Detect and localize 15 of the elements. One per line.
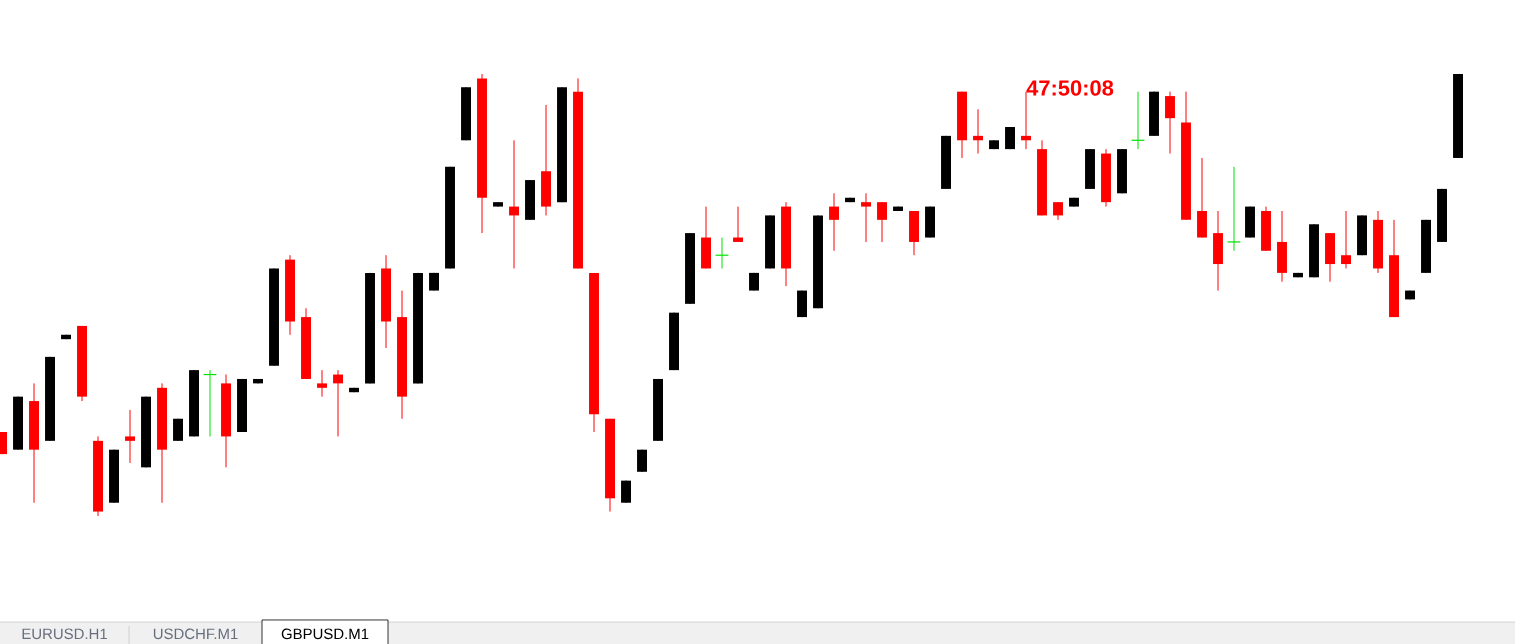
candlestick [317,369,327,398]
text: USDCHF.M1 [153,628,238,640]
text: EURUSD.H1 [22,628,107,640]
candlestick [125,409,135,464]
candlestick [733,206,743,243]
candlestick [877,201,887,243]
candlestick [333,369,343,437]
annotation: 47:50:08 [1026,80,1114,96]
candlestick [861,192,871,243]
text: GBPUSD.M1 [281,628,369,640]
candlestick [1165,91,1175,155]
candlestick [1341,210,1351,269]
candlestick [509,139,519,269]
candlestick [829,192,839,252]
candlestick [973,108,983,155]
